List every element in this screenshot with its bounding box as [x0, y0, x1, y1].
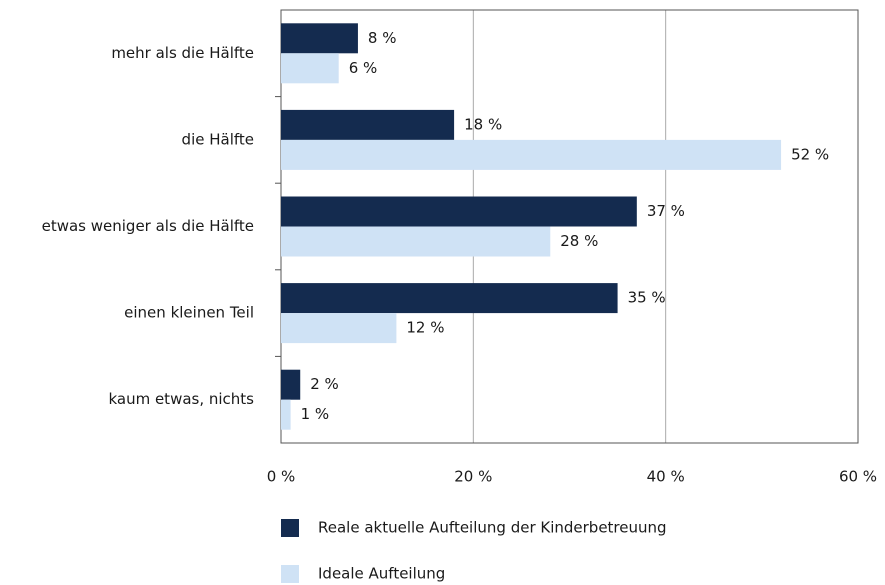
- x-tick-label: 60 %: [839, 468, 877, 486]
- bar: [281, 196, 637, 227]
- bar: [281, 313, 397, 344]
- bar: [281, 23, 358, 54]
- data-label: 18 %: [464, 115, 502, 133]
- data-label: 2 %: [310, 375, 339, 393]
- bar: [281, 226, 551, 257]
- data-label: 52 %: [791, 145, 829, 163]
- data-label: 12 %: [406, 319, 444, 337]
- legend-label: Reale aktuelle Aufteilung der Kinderbetr…: [318, 519, 667, 537]
- data-label: 28 %: [560, 232, 598, 250]
- y-tick-label: mehr als die Hälfte: [111, 44, 254, 62]
- legend-label: Ideale Aufteilung: [318, 565, 445, 583]
- y-tick-label: etwas weniger als die Hälfte: [42, 217, 254, 235]
- y-tick-label: kaum etwas, nichts: [108, 390, 254, 408]
- x-tick-label: 40 %: [647, 468, 685, 486]
- data-label: 35 %: [628, 289, 666, 307]
- data-label: 37 %: [647, 202, 685, 220]
- bar: [281, 139, 782, 170]
- data-label: 1 %: [301, 405, 330, 423]
- legend-swatch: [281, 565, 299, 583]
- bar: [281, 283, 618, 314]
- bar: [281, 109, 455, 140]
- bar: [281, 53, 339, 84]
- data-label: 6 %: [349, 59, 378, 77]
- data-label: 8 %: [368, 29, 397, 47]
- x-tick-label: 20 %: [454, 468, 492, 486]
- bar: [281, 399, 291, 430]
- bar: [281, 369, 301, 400]
- x-tick-label: 0 %: [267, 468, 296, 486]
- y-tick-label: einen kleinen Teil: [124, 304, 254, 322]
- y-tick-label: die Hälfte: [182, 130, 254, 148]
- legend-swatch: [281, 519, 299, 537]
